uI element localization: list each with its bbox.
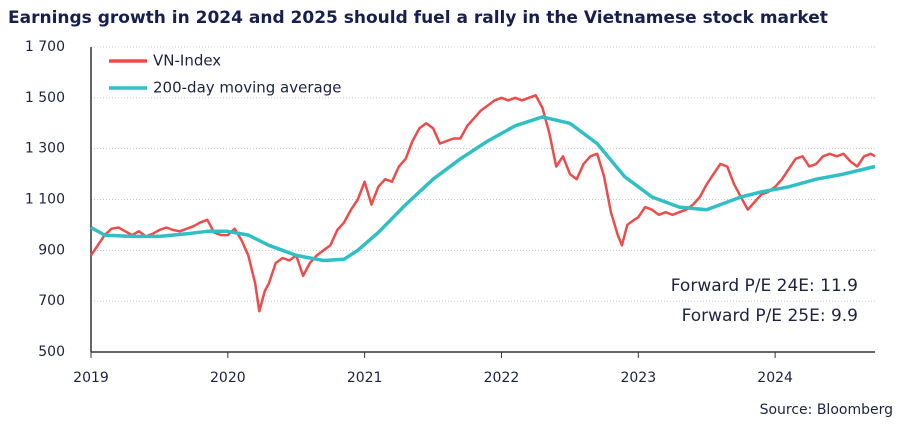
annotation: Forward P/E 24E: 11.9 [671, 276, 858, 296]
x-tick-label: 2019 [73, 370, 109, 386]
series-line [90, 115, 876, 263]
x-tick-label: 2020 [210, 370, 246, 386]
x-tick-label: 2021 [347, 370, 383, 386]
annotation: Forward P/E 25E: 9.9 [682, 306, 858, 326]
y-tick-label: 1 500 [25, 90, 65, 106]
y-tick-label: 500 [38, 344, 65, 360]
y-tick-label: 1 300 [25, 141, 65, 157]
x-tick-label: 2023 [620, 370, 656, 386]
legend-label: VN-Index [153, 52, 221, 70]
chart-title: Earnings growth in 2024 and 2025 should … [8, 8, 828, 28]
series-line [89, 94, 876, 313]
y-tick-label: 1 700 [25, 39, 65, 55]
source: Source: Bloomberg [760, 402, 893, 418]
x-tick-label: 2024 [757, 370, 793, 386]
y-tick-label: 1 100 [25, 192, 65, 208]
y-tick-label: 700 [38, 293, 65, 309]
x-tick-label: 2022 [484, 370, 520, 386]
legend-label: 200-day moving average [153, 79, 341, 97]
y-tick-label: 900 [38, 242, 65, 258]
